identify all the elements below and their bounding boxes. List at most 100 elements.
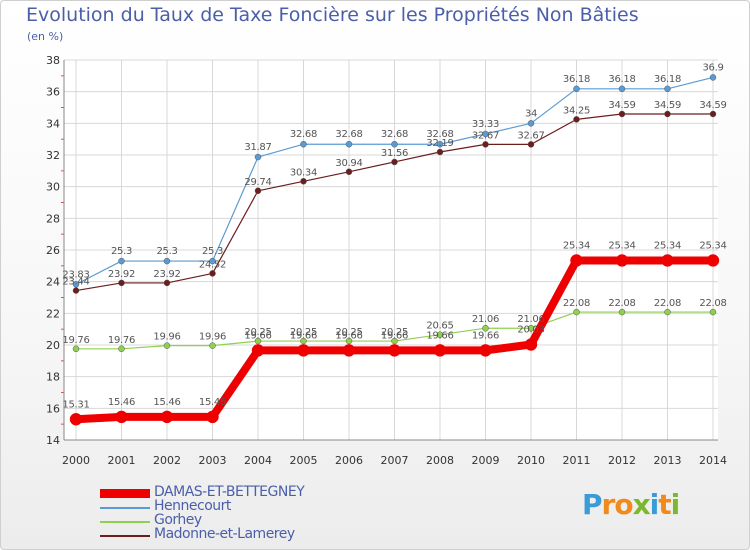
data-point <box>661 254 674 267</box>
x-tick-label: 2001 <box>108 454 136 467</box>
data-point <box>160 410 174 424</box>
data-point <box>391 337 398 345</box>
legend-label: DAMAS-ET-BETTEGNEY <box>154 484 305 500</box>
data-point <box>342 344 356 357</box>
data-label: 25.34 <box>699 240 726 251</box>
data-point <box>527 120 535 127</box>
data-label: 19.96 <box>199 332 226 343</box>
data-point <box>251 344 265 357</box>
data-label: 34.59 <box>608 100 635 111</box>
x-tick-label: 2008 <box>426 454 454 467</box>
data-label: 22.08 <box>699 298 726 309</box>
data-point <box>209 342 216 349</box>
y-tick-label: 38 <box>46 54 60 67</box>
data-label: 34.59 <box>654 100 681 111</box>
y-tick-label: 24 <box>46 276 60 289</box>
data-point <box>209 257 216 265</box>
x-tick-label: 2004 <box>244 454 272 467</box>
data-point <box>345 337 353 345</box>
data-label: 34.59 <box>699 100 726 111</box>
data-label: 22.08 <box>563 298 590 309</box>
data-point <box>254 337 262 345</box>
data-point <box>300 140 307 148</box>
x-tick-label: 2003 <box>199 454 227 467</box>
data-label: 20.65 <box>426 321 453 332</box>
data-point <box>664 110 671 118</box>
data-point <box>573 85 580 93</box>
data-point <box>436 148 444 156</box>
data-point <box>570 254 583 267</box>
legend-label: Madonne-et-Lamerey <box>154 526 295 542</box>
data-point <box>527 324 535 332</box>
data-point <box>118 345 125 353</box>
legend-swatch <box>100 507 150 509</box>
data-point <box>163 279 171 287</box>
data-label: 19.96 <box>153 332 180 343</box>
data-label: 36.18 <box>654 74 681 85</box>
legend-label: Gorhey <box>154 512 202 528</box>
data-label: 32.68 <box>335 129 362 140</box>
data-label: 20.25 <box>244 327 271 338</box>
x-tick-label: 2014 <box>699 454 727 467</box>
data-label: 25.34 <box>608 240 635 251</box>
data-label: 25.3 <box>111 246 132 257</box>
x-tick-label: 2006 <box>335 454 363 467</box>
y-tick-label: 26 <box>46 244 60 257</box>
data-label: 20.25 <box>381 327 408 338</box>
data-label: 15.31 <box>62 399 89 410</box>
y-tick-label: 14 <box>46 434 60 447</box>
data-point <box>163 342 171 349</box>
data-point <box>206 410 219 424</box>
data-point <box>345 168 353 176</box>
data-label: 32.19 <box>426 138 453 149</box>
x-tick-label: 2010 <box>517 454 545 467</box>
data-label: 31.56 <box>381 148 408 159</box>
data-point <box>118 279 125 287</box>
data-point <box>433 344 447 357</box>
data-point <box>618 110 626 118</box>
legend-item-damas: DAMAS-ET-BETTEGNEY <box>100 484 400 501</box>
data-point <box>69 413 83 426</box>
data-label: 19.66 <box>472 330 499 341</box>
data-label: 15.46 <box>108 397 135 408</box>
data-label: 32.67 <box>472 130 499 141</box>
legend-swatch <box>100 489 150 498</box>
data-point <box>618 308 626 316</box>
legend-item-hennecourt: Hennecourt <box>100 498 400 515</box>
data-point <box>664 85 671 93</box>
data-label: 33.33 <box>472 119 499 130</box>
data-point <box>297 344 310 357</box>
data-label: 31.87 <box>244 142 271 153</box>
y-tick-label: 30 <box>46 181 60 194</box>
data-point <box>391 140 398 148</box>
data-label: 36.18 <box>563 74 590 85</box>
data-point <box>618 85 626 93</box>
data-point <box>709 308 717 316</box>
data-label: 32.68 <box>290 129 317 140</box>
data-label: 23.44 <box>62 277 89 288</box>
data-label: 22.08 <box>654 298 681 309</box>
data-label: 19.66 <box>381 330 408 341</box>
data-label: 32.67 <box>517 130 544 141</box>
data-point <box>706 254 720 267</box>
data-label: 32.68 <box>381 129 408 140</box>
legend-item-madonne: Madonne-et-Lamerey <box>100 526 400 543</box>
data-point <box>573 308 580 316</box>
data-point <box>300 337 307 345</box>
x-tick-label: 2000 <box>62 454 90 467</box>
data-label: 21.06 <box>517 314 544 325</box>
data-point <box>615 254 629 267</box>
data-label: 32.68 <box>426 129 453 140</box>
data-label: 23.83 <box>62 269 89 280</box>
data-label: 25.34 <box>654 240 681 251</box>
data-point <box>527 141 535 148</box>
chart-title: Evolution du Taux de Taxe Foncière sur l… <box>26 4 639 26</box>
data-point <box>345 140 353 148</box>
data-point <box>709 74 717 81</box>
data-label: 20.03 <box>517 325 544 336</box>
data-point <box>115 410 128 424</box>
data-label: 19.76 <box>108 335 135 346</box>
y-tick-label: 36 <box>46 86 60 99</box>
x-tick-label: 2002 <box>153 454 181 467</box>
data-label: 25.3 <box>156 246 177 257</box>
